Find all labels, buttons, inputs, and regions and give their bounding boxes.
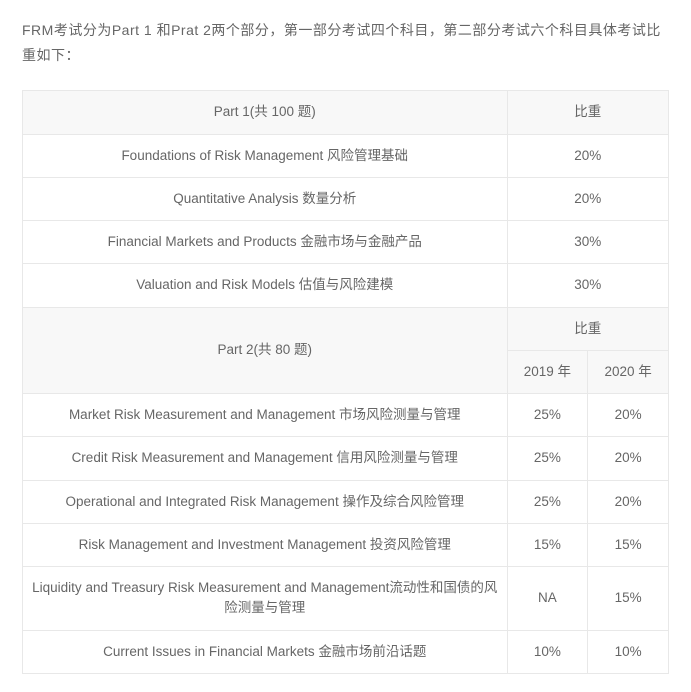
year1-header: 2019 年 xyxy=(507,350,588,393)
subject-cell: Liquidity and Treasury Risk Measurement … xyxy=(23,567,508,631)
table-row: Operational and Integrated Risk Manageme… xyxy=(23,480,669,523)
part2-header: Part 2(共 80 题) xyxy=(23,307,508,394)
weight-cell: 20% xyxy=(588,480,669,523)
part1-header-row: Part 1(共 100 题) 比重 xyxy=(23,91,669,134)
table-row: Current Issues in Financial Markets 金融市场… xyxy=(23,630,669,673)
weight-cell: 15% xyxy=(588,567,669,631)
exam-weights-table: Part 1(共 100 题) 比重 Foundations of Risk M… xyxy=(22,90,669,674)
weight-cell: 10% xyxy=(588,630,669,673)
weight-cell: 20% xyxy=(507,134,669,177)
subject-cell: Quantitative Analysis 数量分析 xyxy=(23,177,508,220)
table-row: Market Risk Measurement and Management 市… xyxy=(23,394,669,437)
subject-cell: Current Issues in Financial Markets 金融市场… xyxy=(23,630,508,673)
weight-cell: 20% xyxy=(588,437,669,480)
weight-cell: 30% xyxy=(507,264,669,307)
weight-cell: 20% xyxy=(588,394,669,437)
subject-cell: Foundations of Risk Management 风险管理基础 xyxy=(23,134,508,177)
year2-header: 2020 年 xyxy=(588,350,669,393)
subject-cell: Credit Risk Measurement and Management 信… xyxy=(23,437,508,480)
part1-weight-label: 比重 xyxy=(507,91,669,134)
weight-cell: 30% xyxy=(507,221,669,264)
weight-cell: 15% xyxy=(588,523,669,566)
table-row: Foundations of Risk Management 风险管理基础 20… xyxy=(23,134,669,177)
part2-header-row: Part 2(共 80 题) 比重 xyxy=(23,307,669,350)
weight-cell: 15% xyxy=(507,523,588,566)
table-row: Liquidity and Treasury Risk Measurement … xyxy=(23,567,669,631)
intro-text: FRM考试分为Part 1 和Prat 2两个部分，第一部分考试四个科目，第二部… xyxy=(22,18,669,68)
table-row: Quantitative Analysis 数量分析 20% xyxy=(23,177,669,220)
subject-cell: Valuation and Risk Models 估值与风险建模 xyxy=(23,264,508,307)
weight-cell: 25% xyxy=(507,437,588,480)
subject-cell: Operational and Integrated Risk Manageme… xyxy=(23,480,508,523)
table-row: Credit Risk Measurement and Management 信… xyxy=(23,437,669,480)
weight-cell: 25% xyxy=(507,394,588,437)
weight-cell: 25% xyxy=(507,480,588,523)
weight-cell: NA xyxy=(507,567,588,631)
table-row: Financial Markets and Products 金融市场与金融产品… xyxy=(23,221,669,264)
part2-weight-label: 比重 xyxy=(507,307,669,350)
subject-cell: Financial Markets and Products 金融市场与金融产品 xyxy=(23,221,508,264)
table-row: Valuation and Risk Models 估值与风险建模 30% xyxy=(23,264,669,307)
part1-header: Part 1(共 100 题) xyxy=(23,91,508,134)
weight-cell: 20% xyxy=(507,177,669,220)
subject-cell: Market Risk Measurement and Management 市… xyxy=(23,394,508,437)
subject-cell: Risk Management and Investment Managemen… xyxy=(23,523,508,566)
weight-cell: 10% xyxy=(507,630,588,673)
table-row: Risk Management and Investment Managemen… xyxy=(23,523,669,566)
